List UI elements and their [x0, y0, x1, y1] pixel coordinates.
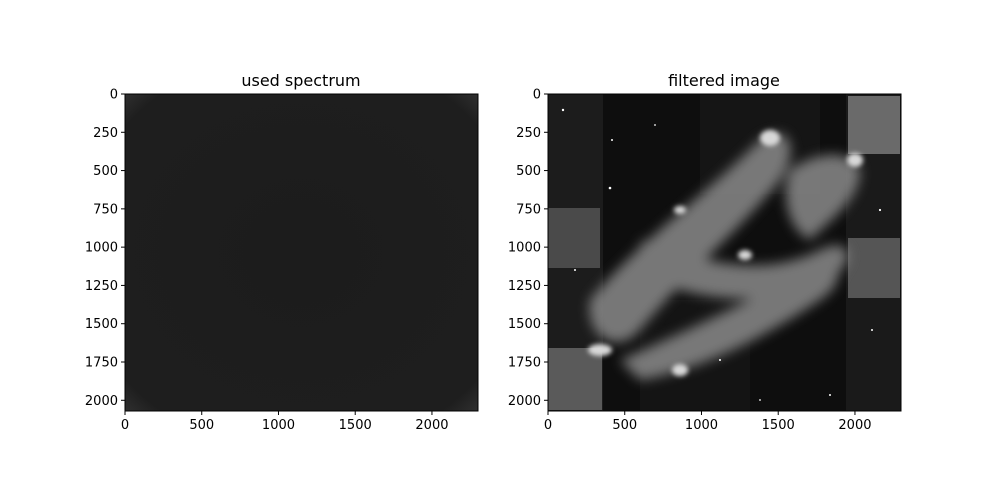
x-tick-label: 1000 [685, 418, 718, 433]
x-tick-label: 2000 [415, 418, 448, 433]
y-tick-label: 250 [516, 126, 541, 141]
filtered-x-axis: 0 500 1000 1500 2000 [544, 411, 872, 433]
filtered-panel: filtered image [508, 71, 902, 433]
y-tick-label: 2000 [508, 394, 541, 409]
y-tick-label: 1500 [508, 317, 541, 332]
spectrum-frame [124, 93, 479, 412]
y-tick-label: 1500 [85, 317, 118, 332]
x-tick-label: 500 [612, 418, 637, 433]
y-tick-label: 0 [533, 88, 541, 103]
x-tick-label: 0 [544, 418, 552, 433]
y-tick-label: 250 [93, 126, 118, 141]
y-tick-label: 1000 [85, 241, 118, 256]
spectrum-y-axis: 0 250 500 750 1000 1250 1500 1750 2000 [85, 88, 125, 409]
y-tick-label: 500 [516, 164, 541, 179]
filtered-image [548, 94, 901, 411]
y-tick-label: 500 [93, 164, 118, 179]
x-tick-label: 1500 [762, 418, 795, 433]
x-tick-label: 1000 [262, 418, 295, 433]
x-tick-label: 0 [121, 418, 129, 433]
y-tick-label: 1750 [508, 355, 541, 370]
y-tick-label: 1750 [85, 355, 118, 370]
y-tick-label: 1250 [85, 279, 118, 294]
x-tick-label: 1500 [339, 418, 372, 433]
filtered-frame [547, 93, 902, 412]
spectrum-panel: used spectrum 0 500 1000 1500 2000 0 250 500 75… [85, 71, 479, 433]
x-tick-label: 2000 [838, 418, 871, 433]
y-tick-label: 0 [110, 88, 118, 103]
filtered-title: filtered image [668, 71, 780, 90]
y-tick-label: 750 [516, 202, 541, 217]
y-tick-label: 750 [93, 202, 118, 217]
spectrum-title: used spectrum [241, 71, 360, 90]
spectrum-image [125, 94, 478, 411]
spectrum-x-axis: 0 500 1000 1500 2000 [121, 411, 449, 433]
y-tick-label: 1250 [508, 279, 541, 294]
filtered-y-axis: 0 250 500 750 1000 1250 1500 1750 2000 [508, 88, 548, 409]
x-tick-label: 500 [189, 418, 214, 433]
y-tick-label: 1000 [508, 241, 541, 256]
y-tick-label: 2000 [85, 394, 118, 409]
